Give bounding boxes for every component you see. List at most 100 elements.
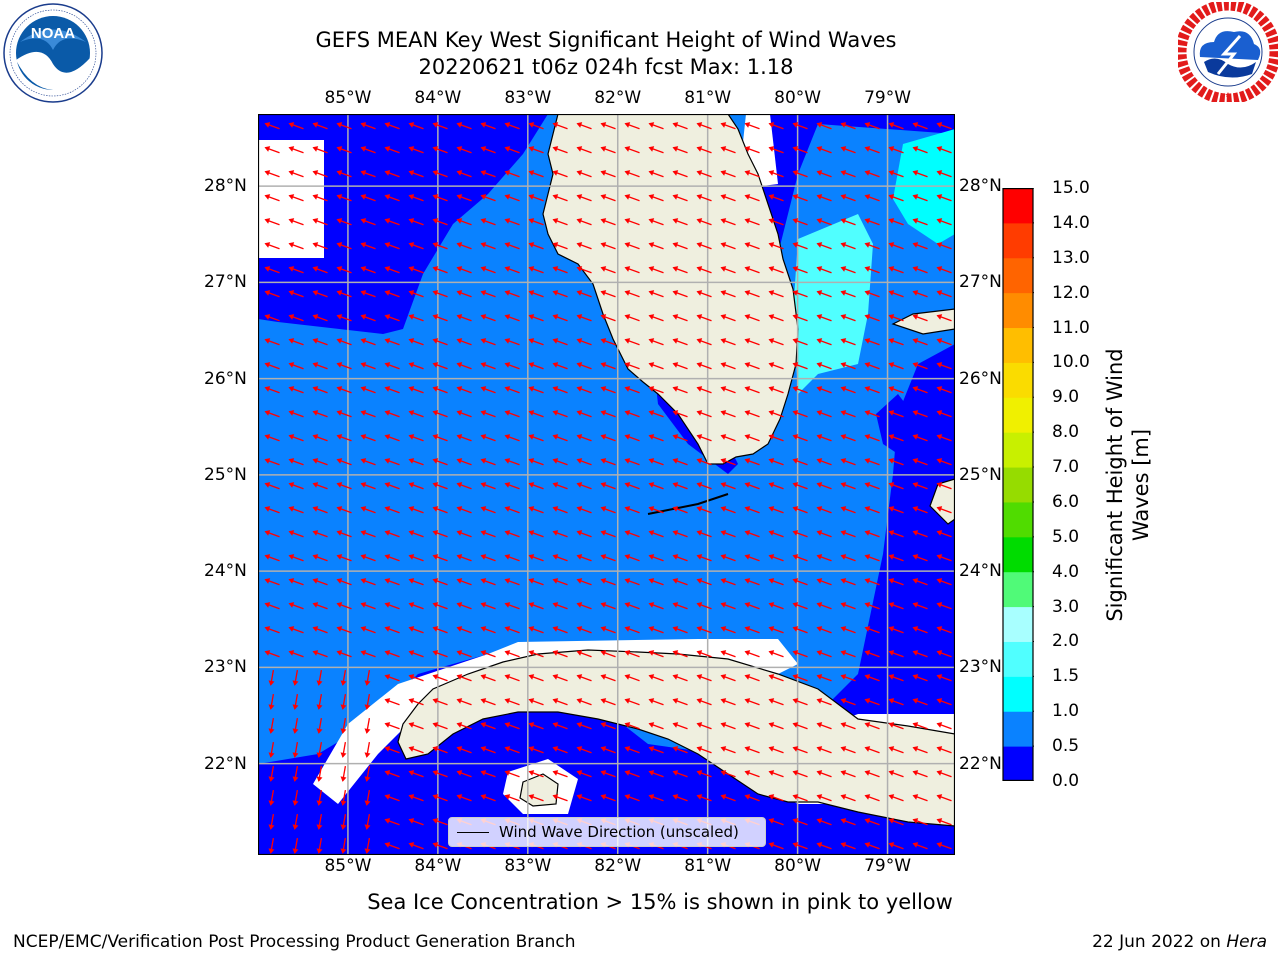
wave-direction-arrow [624,266,640,274]
wave-direction-arrow [840,650,856,658]
wave-direction-arrow [864,770,880,778]
wave-direction-arrow [696,506,712,514]
wave-direction-arrow [384,362,400,370]
wave-direction-arrow [624,506,640,514]
wave-direction-arrow [360,506,376,514]
wave-direction-arrow [888,842,904,850]
wave-direction-arrow [480,362,496,370]
wave-direction-arrow [360,170,376,178]
wave-direction-arrow [600,722,616,730]
wave-direction-arrow [480,146,496,154]
wave-direction-arrow [408,482,424,490]
wave-direction-arrow [696,554,712,562]
wave-direction-arrow [384,722,400,730]
colorbar-tick-label: 6.0 [1052,491,1080,512]
wave-direction-arrow [408,626,424,634]
wave-direction-arrow [864,650,880,658]
lat-label-left: 25°N [204,464,247,485]
wave-direction-arrow [432,338,448,346]
wave-direction-arrow [816,482,832,490]
wave-direction-arrow [456,242,472,250]
wave-direction-arrow [384,554,400,562]
wave-direction-arrow [552,554,568,562]
lat-label-left: 26°N [204,368,247,389]
wave-direction-arrow [336,386,352,394]
lon-label-top: 83°W [504,88,552,108]
wave-direction-arrow [336,170,352,178]
wave-direction-arrow [264,386,280,394]
wave-direction-arrow [288,338,304,346]
wave-direction-arrow [360,530,376,538]
wave-direction-arrow [480,170,496,178]
wave-direction-arrow [360,578,376,586]
wave-direction-arrow [528,698,544,706]
wave-direction-arrow [576,482,592,490]
colorbar [1002,188,1034,781]
wave-direction-arrow [648,194,664,202]
wave-direction-arrow [648,602,664,610]
wave-direction-arrow [528,650,544,658]
colorbar-swatch [1003,676,1033,712]
wave-direction-arrow [408,218,424,226]
wave-direction-arrow [288,530,304,538]
wave-direction-arrow [288,578,304,586]
wave-direction-arrow [408,194,424,202]
graticule [258,114,955,855]
wave-direction-arrow [864,554,880,562]
wave-direction-arrow [768,242,784,250]
wave-direction-arrow [672,386,688,394]
wave-direction-arrow [816,314,832,322]
wave-direction-arrow [624,482,640,490]
wave-direction-arrow [432,746,448,754]
lon-label-top: 80°W [774,88,822,108]
wave-direction-arrow [624,122,640,130]
wave-direction-arrow [768,410,784,418]
wave-direction-arrow [888,194,904,202]
wave-direction-arrow [264,602,280,610]
wave-direction-arrow [408,746,424,754]
wave-direction-arrow [384,458,400,466]
wave-direction-arrow [720,578,736,586]
wave-direction-arrow [936,314,952,322]
wave-direction-arrow [432,410,448,418]
colorbar-tick-label: 0.0 [1052,771,1080,791]
colorbar-swatch [1003,501,1033,538]
wave-direction-arrow [720,170,736,178]
wave-direction-arrow [912,842,928,850]
wave-direction-arrow [456,218,472,226]
wave-direction-arrow [912,770,928,778]
wave-direction-arrow [384,650,400,658]
wave-direction-arrow [480,410,496,418]
wave-direction-arrow [720,530,736,538]
wave-direction-arrow [336,530,352,538]
wave-direction-arrow [696,602,712,610]
wave-direction-arrow [432,698,448,706]
wave-direction-arrow [336,602,352,610]
lon-label-bottom: 81°W [684,856,732,876]
wave-direction-arrow [552,578,568,586]
wave-direction-arrow [364,742,371,758]
wave-direction-arrow [816,578,832,586]
wave-direction-arrow [672,242,688,250]
wave-direction-arrow [720,290,736,298]
wave-direction-arrow [480,698,496,706]
wave-direction-arrow [340,742,347,758]
wave-direction-arrow [744,554,760,562]
wave-direction-arrow [288,434,304,442]
wave-direction-arrow [936,722,952,730]
wave-direction-arrow [528,290,544,298]
wave-direction-arrow [936,410,952,418]
colorbar-tick-label: 7.0 [1052,457,1080,478]
wave-direction-arrow [316,838,323,854]
wave-direction-arrow [936,266,952,274]
wave-direction-arrow [888,602,904,610]
wave-direction-arrow [648,362,664,370]
wave-direction-arrow [480,722,496,730]
wave-direction-arrow [720,698,736,706]
wave-direction-arrow [552,794,568,802]
chart-title: GEFS MEAN Key West Significant Height of… [315,28,897,52]
wave-direction-arrow [480,338,496,346]
wave-direction-arrow [408,338,424,346]
wave-direction-arrow [648,650,664,658]
wave-direction-arrow [504,146,520,154]
